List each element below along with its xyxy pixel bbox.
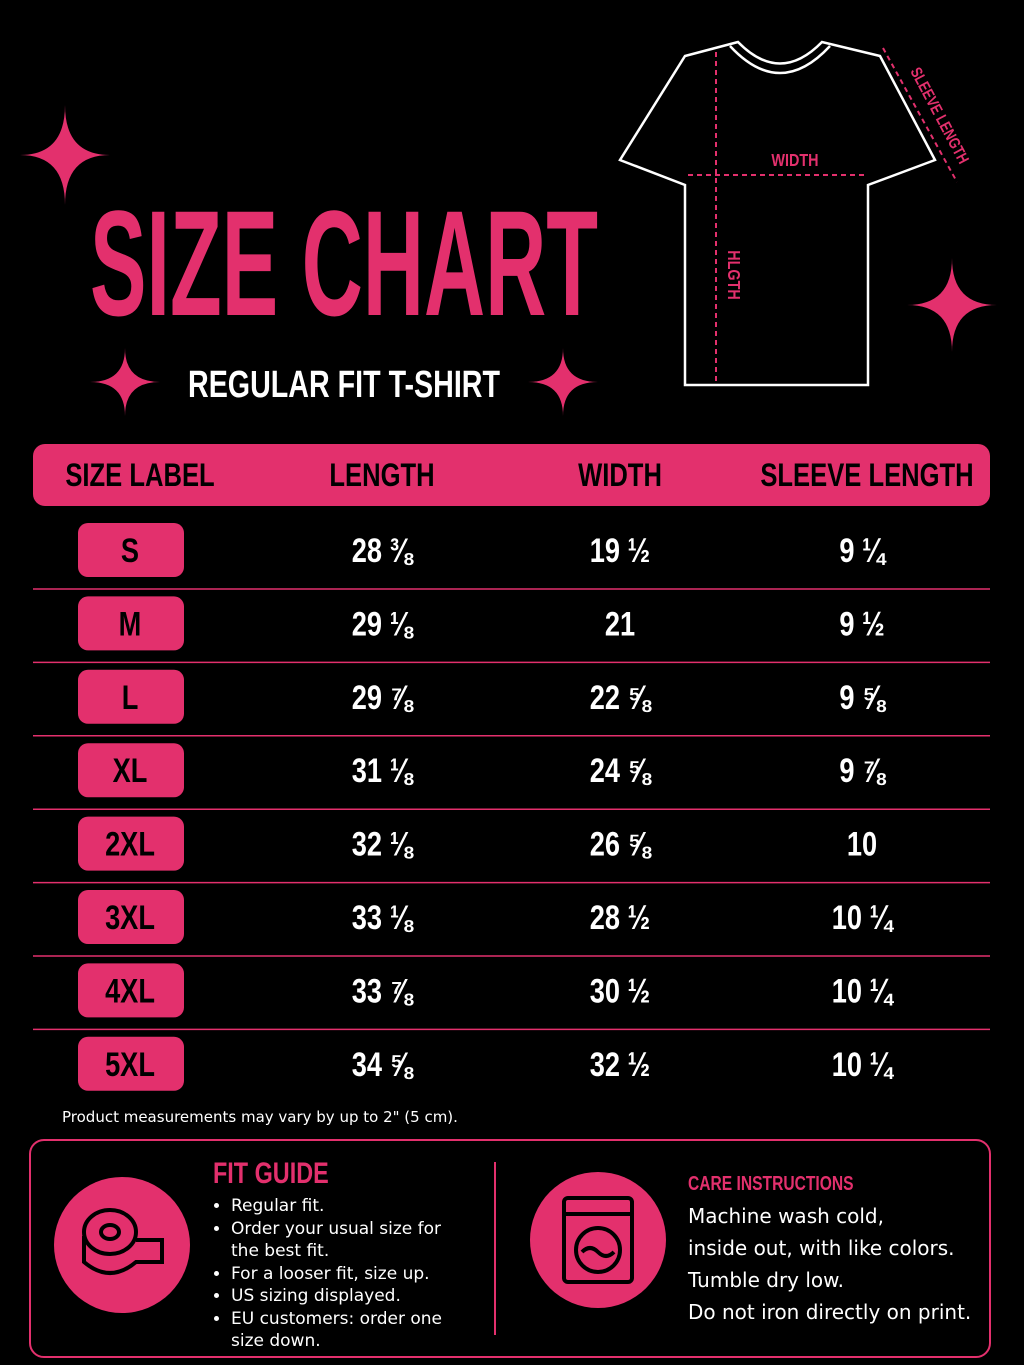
care-line: Tumble dry low. bbox=[688, 1268, 845, 1292]
size-cell: S bbox=[121, 531, 139, 570]
table-header: LENGTH bbox=[329, 458, 434, 493]
title: SIZE CHART bbox=[90, 179, 598, 347]
fit-list: Regular fit.Order your usual size for th… bbox=[213, 1195, 453, 1353]
size-pill bbox=[78, 596, 184, 651]
measure-cell: 9 ⅞ bbox=[839, 751, 886, 790]
measure-cell: 10 ¼ bbox=[832, 898, 895, 937]
size-pill bbox=[78, 890, 184, 944]
measure-cell: 9 ¼ bbox=[839, 531, 886, 570]
measure-cell: 30 ½ bbox=[590, 971, 650, 1010]
size-cell: L bbox=[122, 678, 139, 717]
size-pill bbox=[78, 523, 184, 577]
note: Product measurements may vary by up to 2… bbox=[62, 1108, 458, 1126]
measure-cell: 29 ⅛ bbox=[352, 604, 415, 643]
measure-cell: 9 ⅝ bbox=[839, 678, 886, 717]
info-box bbox=[29, 1139, 991, 1358]
fit-item: Regular fit. bbox=[231, 1195, 453, 1218]
measure-cell: 9 ½ bbox=[839, 604, 884, 643]
washer-glyph bbox=[562, 1196, 634, 1284]
care-line: inside out, with like colors. bbox=[688, 1236, 955, 1260]
measure-cell: 31 ⅛ bbox=[352, 751, 415, 790]
size-cell: 4XL bbox=[105, 971, 155, 1010]
sparkles bbox=[20, 105, 997, 416]
measure-cell: 26 ⅝ bbox=[590, 825, 653, 864]
table-header: WIDTH bbox=[578, 458, 662, 493]
tshirt bbox=[618, 40, 937, 387]
measure-cell: 29 ⅞ bbox=[352, 678, 415, 717]
size-cell: XL bbox=[113, 751, 148, 790]
length-label: HLGTH bbox=[724, 250, 744, 300]
size-pill bbox=[78, 1036, 184, 1091]
measure-cell: 24 ⅝ bbox=[590, 751, 653, 790]
measure-cell: 33 ⅞ bbox=[352, 971, 415, 1010]
measure-cell: 33 ⅛ bbox=[352, 898, 415, 937]
care-line: Machine wash cold, bbox=[688, 1204, 884, 1228]
fit-item: US sizing displayed. bbox=[231, 1285, 453, 1308]
tape-icon bbox=[54, 1177, 190, 1313]
measure-cell: 10 ¼ bbox=[832, 1045, 895, 1084]
care-lines: Machine wash cold, inside out, with like … bbox=[688, 1200, 988, 1328]
subtitle: REGULAR FIT T-SHIRT bbox=[188, 364, 500, 406]
measure-cell: 21 bbox=[605, 604, 635, 643]
sleeve-label: SLEEVE LENGTH bbox=[906, 65, 972, 167]
measure-cell: 19 ½ bbox=[590, 531, 650, 570]
size-pill bbox=[78, 963, 184, 1018]
width-label: WIDTH bbox=[771, 151, 818, 171]
table-header: SLEEVE LENGTH bbox=[760, 458, 973, 493]
fit-title: FIT GUIDE bbox=[213, 1157, 329, 1190]
care-title: CARE INSTRUCTIONS bbox=[688, 1173, 854, 1195]
measure-cell: 34 ⅝ bbox=[352, 1045, 415, 1084]
washer-icon bbox=[530, 1172, 666, 1308]
measure-cell: 22 ⅝ bbox=[590, 678, 653, 717]
table-header-bg bbox=[33, 444, 990, 506]
measure-cell: 10 bbox=[847, 825, 877, 864]
table-header: SIZE LABEL bbox=[65, 458, 214, 493]
size-pill bbox=[78, 816, 184, 871]
fit-item: EU customers: order one size down. bbox=[231, 1308, 453, 1353]
measure-cell: 32 ½ bbox=[590, 1045, 650, 1084]
measure-cell: 28 ⅜ bbox=[352, 531, 415, 570]
measure-lines bbox=[688, 47, 958, 382]
size-pill bbox=[78, 743, 184, 798]
tape-glyph bbox=[82, 1208, 164, 1275]
fit-item: For a looser fit, size up. bbox=[231, 1263, 453, 1286]
care-line: Do not iron directly on print. bbox=[688, 1300, 972, 1324]
fit-item: Order your usual size for the best fit. bbox=[231, 1218, 453, 1263]
measure-cell: 28 ½ bbox=[590, 898, 650, 937]
size-cell: 2XL bbox=[105, 825, 155, 864]
measure-cell: 32 ⅛ bbox=[352, 825, 415, 864]
size-cell: M bbox=[119, 604, 142, 643]
measure-cell: 10 ¼ bbox=[832, 971, 895, 1010]
fit-guide: FIT GUIDE Regular fit.Order your usual s… bbox=[213, 1157, 453, 1353]
size-cell: 3XL bbox=[105, 898, 155, 937]
size-pill bbox=[78, 669, 184, 724]
care: CARE INSTRUCTIONS Machine wash cold, insi… bbox=[688, 1168, 988, 1328]
size-cell: 5XL bbox=[105, 1045, 155, 1084]
